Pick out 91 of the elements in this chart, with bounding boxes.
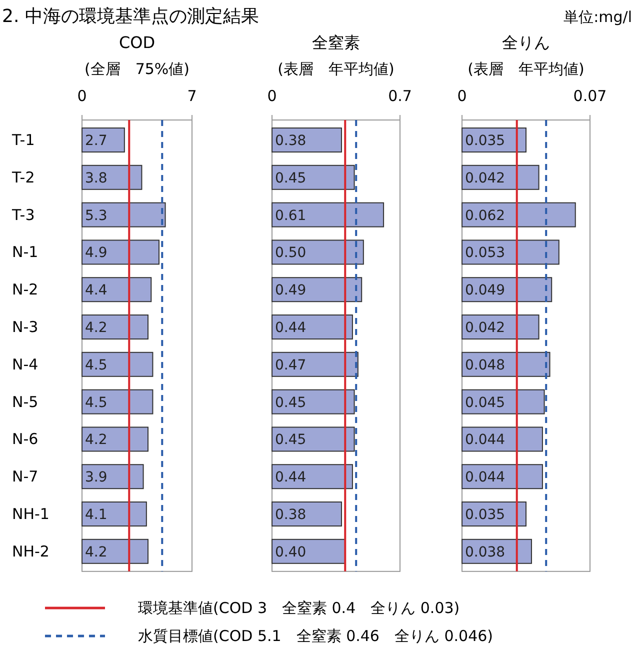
bar: [272, 240, 364, 265]
bar: [82, 164, 142, 190]
bar: [82, 277, 152, 302]
chart-subtitle: (表層 年平均値): [468, 60, 584, 78]
bar: [82, 464, 144, 490]
chart-subtitle: (全層 75%値): [84, 60, 190, 78]
bar: [272, 389, 355, 414]
bar: [272, 464, 353, 490]
data-label: 3.9: [85, 470, 108, 486]
data-label: 0.44: [275, 320, 306, 336]
data-label: 4.2: [85, 544, 108, 560]
bar: [272, 164, 355, 190]
data-label: 0.49: [275, 282, 306, 299]
data-label: 5.3: [85, 208, 108, 224]
data-label: 0.035: [465, 133, 506, 149]
bar: [462, 240, 560, 265]
data-label: 0.045: [465, 394, 506, 411]
data-label: 4.1: [85, 507, 108, 523]
text: 環境基準値(COD 3 全窒素 0.4 全りん 0.03): [138, 599, 460, 617]
x-tick-label: 0: [457, 87, 467, 105]
data-label: 0.45: [275, 394, 306, 411]
y-tick-label: N-7: [12, 468, 38, 486]
data-label: 2.7: [85, 133, 108, 149]
chart-title: 全りん: [502, 33, 550, 52]
bar: [82, 538, 148, 564]
x-tick-label: 0.07: [573, 87, 607, 105]
bar: [272, 128, 342, 152]
y-tick-label: T-3: [11, 206, 35, 224]
data-label: 0.053: [465, 245, 506, 262]
x-tick-label: 7: [187, 87, 197, 105]
bar: [272, 277, 362, 302]
x-tick-label: 0: [267, 87, 277, 105]
y-tick-label: N-1: [12, 243, 38, 262]
bar: [272, 314, 353, 340]
bar: [462, 389, 545, 414]
data-label: 0.47: [275, 357, 306, 374]
data-label: 0.40: [275, 544, 306, 560]
data-label: 0.049: [465, 282, 506, 299]
data-label: 0.61: [275, 208, 306, 224]
bar: [272, 426, 355, 452]
y-tick-label: N-4: [12, 355, 38, 374]
data-label: 4.5: [85, 394, 108, 411]
data-label: 0.044: [465, 470, 506, 486]
data-label: 0.50: [275, 245, 306, 262]
data-label: 0.44: [275, 470, 306, 486]
y-tick-label: N-5: [12, 392, 38, 411]
bar: [462, 202, 576, 228]
x-tick-label: 0.7: [388, 87, 412, 105]
bar: [82, 352, 154, 377]
data-label: 0.035: [465, 507, 506, 523]
bar: [272, 502, 342, 526]
chart-title: 全窒素: [312, 33, 360, 52]
text: 水質目標値(COD 5.1 全窒素 0.46 全りん 0.046): [138, 627, 494, 645]
data-label: 0.042: [465, 170, 506, 186]
bar: [82, 389, 154, 414]
data-label: 3.8: [85, 170, 108, 186]
chart-title: COD: [118, 33, 156, 52]
data-label: 4.9: [85, 245, 108, 262]
data-label: 0.38: [275, 133, 306, 149]
data-label: 0.38: [275, 507, 306, 523]
data-label: 0.038: [465, 544, 506, 560]
bar: [272, 352, 358, 377]
text: 2. 中海の環境基準点の測定結果: [2, 6, 259, 27]
data-label: 0.048: [465, 357, 506, 374]
y-tick-label: NH-1: [12, 505, 50, 523]
y-tick-label: NH-2: [12, 542, 50, 560]
data-label: 0.044: [465, 432, 506, 448]
y-tick-label: N-3: [12, 318, 38, 336]
chart-subtitle: (表層 年平均値): [278, 60, 394, 78]
y-tick-label: N-2: [12, 280, 38, 299]
data-label: 4.2: [85, 320, 108, 336]
bar: [82, 502, 147, 526]
data-label: 4.2: [85, 432, 108, 448]
x-tick-label: 0: [77, 87, 87, 105]
text: 単位:mg/l: [564, 8, 632, 26]
data-label: 4.4: [85, 282, 108, 299]
bar: [82, 426, 148, 452]
data-label: 4.5: [85, 357, 108, 374]
data-label: 0.45: [275, 170, 306, 186]
bar: [82, 240, 160, 265]
y-tick-label: T-2: [11, 168, 35, 186]
y-tick-label: T-1: [11, 131, 35, 149]
bar: [272, 202, 384, 228]
data-label: 0.45: [275, 432, 306, 448]
bar: [82, 314, 148, 340]
data-label: 0.042: [465, 320, 506, 336]
bar: [82, 202, 166, 228]
bar: [272, 538, 346, 564]
y-tick-label: N-6: [12, 430, 38, 448]
bar: [82, 128, 125, 152]
data-label: 0.062: [465, 208, 506, 224]
